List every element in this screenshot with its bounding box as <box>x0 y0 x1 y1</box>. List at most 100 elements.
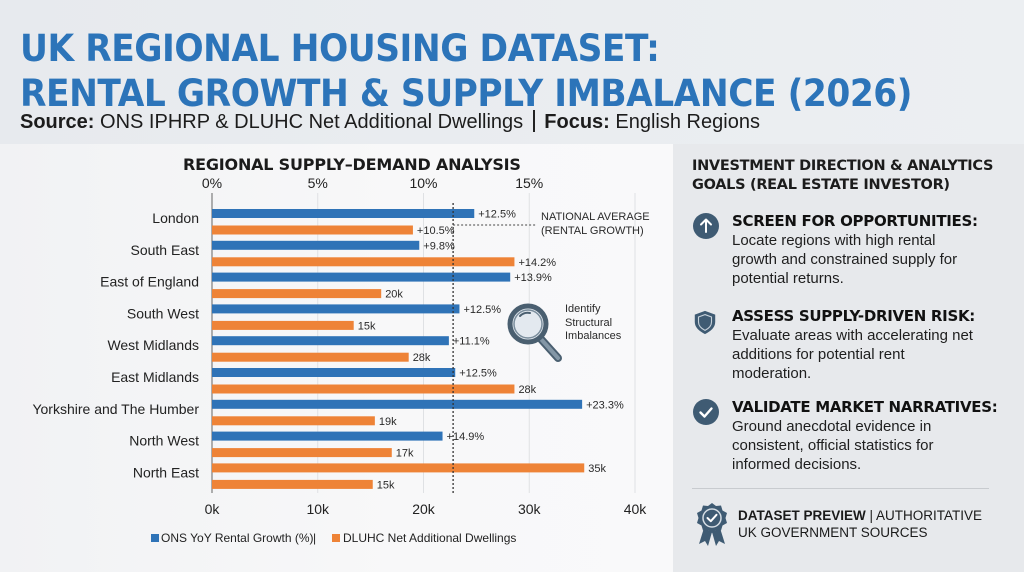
goal-body: Ground anecdotal evidence in consistent,… <box>732 418 934 473</box>
data-label: +23.3% <box>586 399 624 411</box>
data-label: +13.9% <box>514 272 552 284</box>
category-label: North West <box>129 433 199 449</box>
bar-rental-growth <box>212 336 449 346</box>
annotation-line3: Imbalances <box>565 330 622 342</box>
focus-text: English Regions <box>615 111 760 133</box>
national-average-label-line1: NATIONAL AVERAGE <box>541 211 650 223</box>
bar-rental-growth <box>212 399 583 409</box>
category-label: London <box>152 210 199 226</box>
data-label: +14.2% <box>518 257 556 269</box>
footer-separator: | <box>865 508 877 523</box>
legend-label-net-dwellings: DLUHC Net Additional Dwellings <box>343 531 516 545</box>
data-label: +12.5% <box>478 209 516 221</box>
category-label: South West <box>127 305 199 321</box>
annotation-line1: Identify <box>565 303 601 315</box>
category-label: East of England <box>100 274 199 290</box>
bar-net-dwellings <box>212 225 413 235</box>
data-label: +9.8% <box>423 240 455 252</box>
goal-body: Evaluate areas with accelerating net add… <box>732 327 973 382</box>
data-label: 15k <box>358 320 376 332</box>
bar-net-dwellings <box>212 352 409 362</box>
goal-title: SCREEN FOR OPPORTUNITIES: <box>732 212 978 230</box>
bar-rental-growth <box>212 368 456 377</box>
category-label: South East <box>131 242 200 258</box>
data-label: 15k <box>377 479 395 491</box>
data-label: 20k <box>385 289 403 301</box>
chart-title: REGIONAL SUPPLY–DEMAND ANALYSIS <box>183 155 521 174</box>
goal-assess-risk: ASSESS SUPPLY-DRIVEN RISK: Evaluate area… <box>692 307 1012 387</box>
bar-rental-growth <box>212 240 420 250</box>
goal-body: Locate regions with high rental growth a… <box>732 232 958 287</box>
data-label: 35k <box>588 463 606 475</box>
x-tick-label-bottom: 30k <box>518 501 542 517</box>
bar-net-dwellings <box>212 416 375 426</box>
legend-label-rental-growth: ONS YoY Rental Growth (%) <box>161 531 314 545</box>
dataset-preview-note: DATASET PREVIEW | AUTHORITATIVE UK GOVER… <box>738 507 982 541</box>
data-label: 28k <box>413 352 431 364</box>
data-label: 19k <box>379 416 397 428</box>
magnifier-icon <box>507 303 562 362</box>
national-average-label-line2: (RENTAL GROWTH) <box>541 225 644 237</box>
x-tick-label-top: 10% <box>409 175 437 191</box>
x-tick-label-bottom: 40k <box>624 501 648 517</box>
category-label: West Midlands <box>107 337 199 353</box>
divider <box>692 488 989 489</box>
bar-rental-growth <box>212 431 443 441</box>
bar-rental-growth <box>212 304 460 314</box>
bar-net-dwellings <box>212 463 585 473</box>
source-label: Source: <box>20 111 95 133</box>
legend-separator: | <box>313 531 316 545</box>
category-label: Yorkshire and The Humber <box>32 401 199 417</box>
x-tick-label-bottom: 0k <box>205 501 221 517</box>
check-circle-icon <box>693 399 719 425</box>
bar-net-dwellings <box>212 384 515 394</box>
legend-swatch-rental-growth <box>151 534 159 542</box>
goals-panel <box>673 144 1024 572</box>
goals-title: INVESTMENT DIRECTION & ANALYTICS GOALS (… <box>692 158 994 193</box>
focus-label: Focus: <box>544 111 610 133</box>
x-tick-label-bottom: 10k <box>306 501 330 517</box>
goal-validate-narratives: VALIDATE MARKET NARRATIVES: Ground anecd… <box>692 398 1012 478</box>
source-line: Source: ONS IPHRP & DLUHC Net Additional… <box>20 110 760 134</box>
goal-title: VALIDATE MARKET NARRATIVES: <box>732 398 998 416</box>
data-label: +12.5% <box>463 304 501 316</box>
footer-bold: DATASET PREVIEW <box>738 508 866 523</box>
bar-chart: 0k 10k 20k 30k 40k 0% 5% 10% 15% London +12.5% +10.… <box>32 175 648 545</box>
bar-net-dwellings <box>212 320 354 330</box>
data-label: 28k <box>518 384 536 396</box>
separator <box>532 110 535 132</box>
source-text: ONS IPHRP & DLUHC Net Additional Dwellin… <box>100 111 524 133</box>
data-label: +10.5% <box>417 225 455 237</box>
shield-icon <box>694 310 716 335</box>
goal-screen-opportunities: SCREEN FOR OPPORTUNITIES: Locate regions… <box>692 212 1012 292</box>
legend-swatch-net-dwellings <box>332 534 340 542</box>
footer-line1: AUTHORITATIVE <box>876 508 983 523</box>
annotation-line2: Structural <box>565 316 613 329</box>
bar-net-dwellings <box>212 479 373 489</box>
title-line-2: RENTAL GROWTH & SUPPLY IMBALANCE (2026) <box>20 72 913 115</box>
structural-imbalance-annotation: Identify Structural Imbalances <box>565 303 621 344</box>
data-label: +11.1% <box>453 336 490 348</box>
x-tick-label-top: 15% <box>515 175 543 191</box>
title-line-1: UK REGIONAL HOUSING DATASET: <box>20 27 660 70</box>
category-label: North East <box>133 464 199 480</box>
x-tick-label-top: 0% <box>202 175 222 191</box>
header: UK REGIONAL HOUSING DATASET: RENTAL GROW… <box>0 0 1024 144</box>
bar-rental-growth <box>212 209 475 218</box>
x-tick-label-top: 5% <box>308 175 328 191</box>
data-label: +14.9% <box>447 431 485 443</box>
arrow-up-circle-icon <box>693 213 719 239</box>
bar-net-dwellings <box>212 448 392 458</box>
award-badge-icon <box>697 503 727 546</box>
bar-rental-growth <box>212 272 511 282</box>
footer-line2: UK GOVERNMENT SOURCES <box>738 525 928 540</box>
bar-net-dwellings <box>212 289 382 299</box>
data-label: 17k <box>396 448 414 460</box>
category-label: East Midlands <box>111 369 199 385</box>
bar-net-dwellings <box>212 257 515 267</box>
goal-title: ASSESS SUPPLY-DRIVEN RISK: <box>732 307 975 325</box>
national-average-label: NATIONAL AVERAGE (RENTAL GROWTH) <box>541 210 650 238</box>
data-label: +12.5% <box>459 368 497 380</box>
page-title: UK REGIONAL HOUSING DATASET: RENTAL GROW… <box>20 26 913 116</box>
x-tick-label-bottom: 20k <box>412 501 436 517</box>
